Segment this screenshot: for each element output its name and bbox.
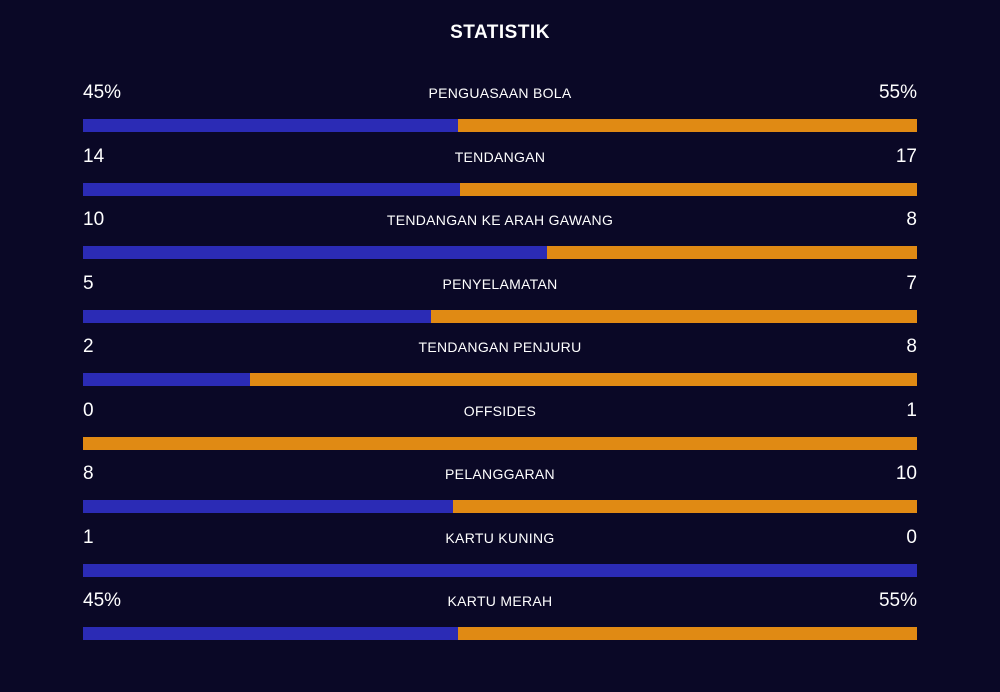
stat-label: KARTU MERAH <box>447 593 553 609</box>
stat-row-shots-on-target: 10 TENDANGAN KE ARAH GAWANG 8 <box>83 207 917 271</box>
stat-row-shots: 14 TENDANGAN 17 <box>83 144 917 208</box>
stat-label: TENDANGAN PENJURU <box>418 339 582 355</box>
stat-label: TENDANGAN <box>454 148 546 165</box>
stats-title: STATISTIK <box>450 22 550 43</box>
stat-bar <box>83 436 917 450</box>
stat-bar <box>83 500 917 513</box>
away-value: 8 <box>906 209 917 230</box>
stat-row-offsides: 0 OFFSIDES 1 <box>83 398 917 462</box>
stat-row-fouls: 8 PELANGGARAN 10 <box>83 461 917 525</box>
home-value: 5 <box>83 272 94 294</box>
stats-list: 45% PENGUASAAN BOLA 55% 14 TENDANGAN 17 … <box>83 80 917 652</box>
stat-bar <box>83 627 917 640</box>
home-share-bar <box>83 563 917 577</box>
away-value: 55% <box>878 590 917 611</box>
away-value: 7 <box>906 272 917 294</box>
stat-bar <box>83 119 917 132</box>
home-share-bar <box>83 373 250 386</box>
stat-row-yellow-cards: 1 KARTU KUNING 0 <box>83 525 917 589</box>
stat-label: KARTU KUNING <box>445 529 555 546</box>
stat-label: PENGUASAAN BOLA <box>428 85 572 101</box>
home-value: 10 <box>83 209 105 230</box>
away-value: 8 <box>906 336 917 357</box>
stat-row-saves: 5 PENYELAMATAN 7 <box>83 271 917 335</box>
away-value: 17 <box>895 145 917 167</box>
home-value: 8 <box>83 463 94 484</box>
stat-row-ball-possession: 45% PENGUASAAN BOLA 55% <box>83 80 917 144</box>
home-share-bar <box>83 500 454 513</box>
away-value: 10 <box>895 463 917 484</box>
home-value: 45% <box>83 82 122 103</box>
stat-bar <box>83 373 917 386</box>
home-value: 45% <box>83 590 122 611</box>
stat-label: PENYELAMATAN <box>442 275 558 292</box>
home-value: 1 <box>83 526 94 548</box>
home-share-bar <box>83 627 459 640</box>
home-share-bar <box>83 246 547 259</box>
stat-label: OFFSIDES <box>463 402 537 419</box>
stat-bar <box>83 563 917 577</box>
home-value: 0 <box>83 399 94 421</box>
home-share-bar <box>83 182 460 196</box>
away-value: 1 <box>906 399 917 421</box>
away-value: 0 <box>906 526 917 548</box>
stat-label: TENDANGAN KE ARAH GAWANG <box>386 212 614 228</box>
stat-bar <box>83 182 917 196</box>
home-share-bar <box>83 119 459 132</box>
stat-row-red-cards: 45% KARTU MERAH 55% <box>83 588 917 652</box>
stat-bar <box>83 309 917 323</box>
home-share-bar <box>83 309 431 323</box>
home-value: 14 <box>83 145 105 167</box>
stat-row-corners: 2 TENDANGAN PENJURU 8 <box>83 334 917 398</box>
home-value: 2 <box>83 336 94 357</box>
away-value: 55% <box>878 82 917 103</box>
stat-bar <box>83 246 917 259</box>
stat-label: PELANGGARAN <box>445 466 555 482</box>
